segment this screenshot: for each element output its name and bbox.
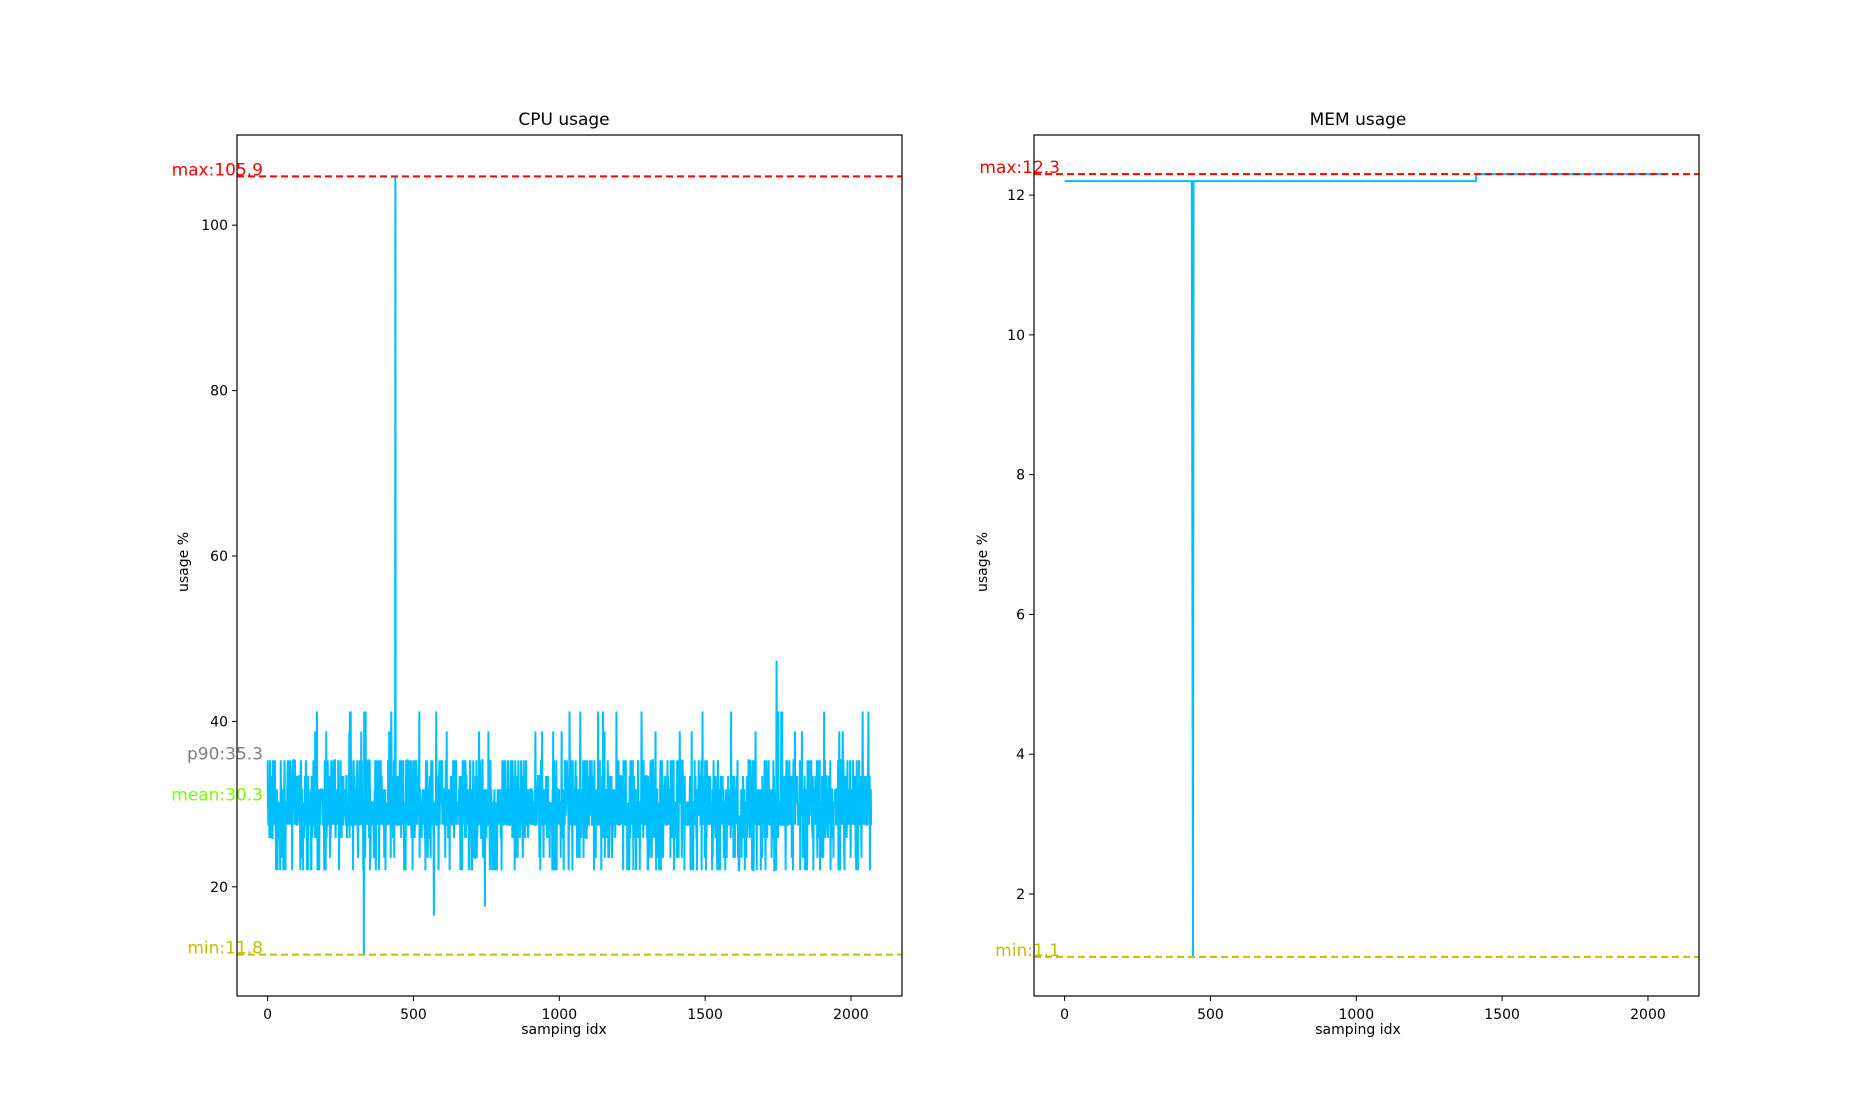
cpu-series-line bbox=[266, 176, 873, 955]
cpu-y-tick-label: 60 bbox=[210, 549, 228, 565]
cpu-x-tick-label: 1500 bbox=[687, 1007, 723, 1023]
mem-min-label: min:1.1 bbox=[995, 941, 1060, 961]
mem-y-tick-label: 6 bbox=[1016, 607, 1025, 623]
mem-series-line bbox=[1064, 173, 1669, 957]
cpu-y-axis-label: usage % bbox=[176, 532, 192, 592]
cpu-x-tick-label: 1000 bbox=[541, 1007, 577, 1023]
cpu-axes-frame bbox=[236, 134, 903, 997]
cpu-x-tick-label: 2000 bbox=[833, 1007, 869, 1023]
mem-axes-frame bbox=[1033, 134, 1700, 997]
mem-max-label: max:12.3 bbox=[979, 158, 1060, 178]
cpu-x-axis-label: samping idx bbox=[521, 1022, 607, 1038]
cpu-y-tick-label: 40 bbox=[210, 714, 228, 730]
cpu-y-tick-label: 100 bbox=[201, 218, 228, 234]
cpu-x-tick-label: 0 bbox=[263, 1007, 272, 1023]
mem-x-axis-label: samping idx bbox=[1315, 1022, 1401, 1038]
mem-usage-panel: MEM usage samping idx usage % max:12.3 mi… bbox=[975, 110, 1700, 1038]
cpu-mean-label: mean:30.3 bbox=[171, 786, 263, 806]
mem-y-tick-label: 10 bbox=[1007, 328, 1025, 344]
cpu-plot-area bbox=[266, 176, 873, 955]
cpu-y-tick-label: 20 bbox=[210, 880, 228, 896]
mem-x-tick-label: 1000 bbox=[1338, 1007, 1374, 1023]
mem-x-tick-label: 1500 bbox=[1484, 1007, 1520, 1023]
mem-chart-title: MEM usage bbox=[1310, 110, 1407, 130]
cpu-max-label: max:105.9 bbox=[172, 160, 263, 180]
cpu-x-tick-label: 500 bbox=[400, 1007, 427, 1023]
cpu-chart-title: CPU usage bbox=[518, 110, 609, 130]
mem-x-tick-label: 0 bbox=[1060, 1007, 1069, 1023]
mem-x-tick-label: 2000 bbox=[1630, 1007, 1666, 1023]
mem-y-tick-label: 2 bbox=[1016, 887, 1025, 903]
mem-y-tick-label: 12 bbox=[1007, 188, 1025, 204]
cpu-min-label: min:11.8 bbox=[187, 939, 263, 959]
mem-y-tick-label: 8 bbox=[1016, 468, 1025, 484]
cpu-y-tick-label: 80 bbox=[210, 384, 228, 400]
mem-y-tick-label: 4 bbox=[1016, 747, 1025, 763]
mem-x-tick-label: 500 bbox=[1197, 1007, 1224, 1023]
mem-plot-area bbox=[1064, 173, 1669, 957]
cpu-p90-label: p90:35.3 bbox=[187, 744, 263, 764]
cpu-usage-panel: CPU usage samping idx usage % max:105.9 p… bbox=[171, 110, 903, 1038]
mem-y-axis-label: usage % bbox=[975, 532, 991, 592]
